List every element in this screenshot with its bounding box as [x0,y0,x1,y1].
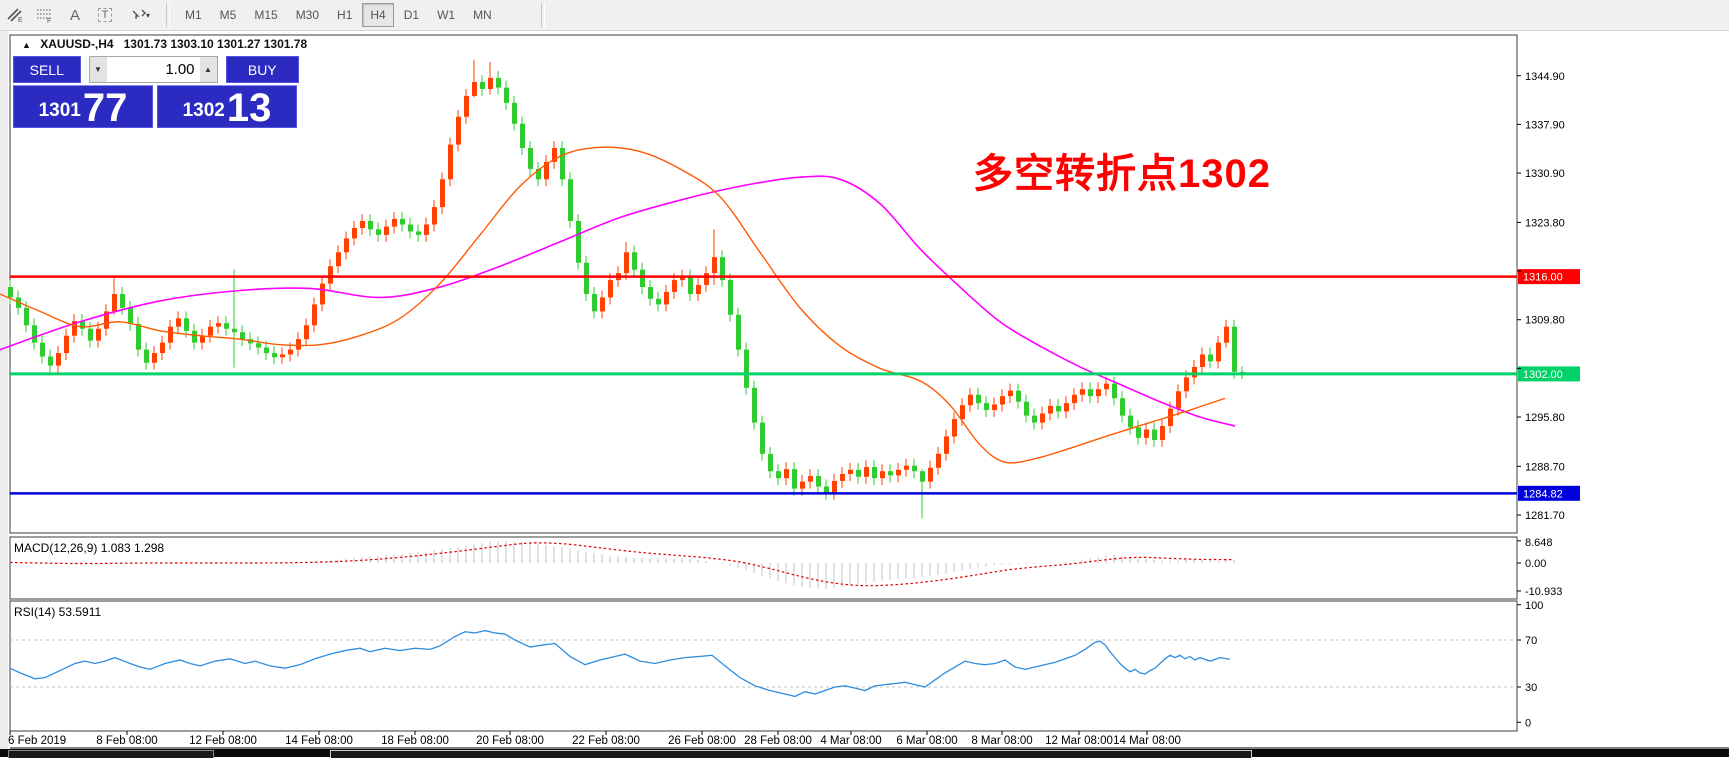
svg-text:E: E [18,17,23,23]
timeframe-button-m15[interactable]: M15 [254,8,278,22]
rsi-level-lines [10,639,1517,688]
panel-border [9,536,1518,600]
svg-text:1302.00: 1302.00 [1523,369,1563,381]
timeframe-button-d1[interactable]: D1 [403,8,420,22]
svg-text:22 Feb 08:00: 22 Feb 08:00 [572,735,640,747]
svg-text:1281.70: 1281.70 [1525,510,1565,522]
time-axis: 6 Feb 2019 8 Feb 08:00 12 Feb 08:00 14 Feb … [8,731,1181,747]
svg-text:0: 0 [1525,717,1531,729]
sell-button[interactable]: SELL [13,56,81,83]
svg-text:1295.80: 1295.80 [1525,412,1565,424]
timeframe-button-m1[interactable]: M1 [185,8,202,22]
candlesticks[interactable] [8,59,1245,519]
svg-text:18 Feb 08:00: 18 Feb 08:00 [381,735,449,747]
svg-text:8.648: 8.648 [1525,537,1553,549]
svg-text:100: 100 [1525,600,1543,612]
buy-price-big: 13 [226,86,272,130]
text-tool-icon[interactable]: A [69,6,80,24]
arrows-tool-icon[interactable]: ▾ [122,3,158,27]
chart-tab[interactable] [330,750,1252,758]
text-label-tool-icon[interactable]: T [92,3,118,27]
svg-text:6 Feb 2019: 6 Feb 2019 [8,735,66,747]
svg-text:26 Feb 08:00: 26 Feb 08:00 [668,735,736,747]
timeframe-button-group: M1 M5 M15 M30 H1 H4 D1 W1 MN [176,3,501,27]
svg-text:F: F [47,18,51,23]
svg-text:8 Mar 08:00: 8 Mar 08:00 [971,735,1032,747]
svg-text:8 Feb 08:00: 8 Feb 08:00 [96,735,157,747]
ma-fast-line [0,146,1226,464]
volume-stepper: ▼ ▲ [88,56,218,83]
one-click-trade-panel: SELL ▼ ▲ BUY 1301 77 1302 13 [13,56,299,128]
svg-text:30: 30 [1525,682,1537,694]
svg-text:70: 70 [1525,635,1537,647]
svg-text:1288.70: 1288.70 [1525,461,1565,473]
fibonacci-tool-icon[interactable]: F [32,3,58,27]
bottom-tab-strip [0,749,1729,758]
timeframe-button-h4[interactable]: H4 [362,3,394,27]
svg-text:0.00: 0.00 [1525,558,1546,570]
rsi-label: RSI(14) 53.5911 [14,605,102,619]
symbol-ohlc: 1301.73 1303.10 1301.27 1301.78 [123,37,308,51]
sell-price-big: 77 [82,86,128,130]
volume-decrease-button[interactable]: ▼ [89,57,107,82]
price-tag [1518,485,1580,501]
svg-text:6 Mar 08:00: 6 Mar 08:00 [896,735,957,747]
buy-button[interactable]: BUY [225,56,299,83]
chart-annotation-text: 多空转折点1302 [973,152,1271,196]
svg-text:4 Mar 08:00: 4 Mar 08:00 [820,735,881,747]
price-tag [1518,269,1580,285]
svg-text:28 Feb 08:00: 28 Feb 08:00 [744,735,812,747]
panel-border [9,600,1518,732]
toolbar-separator [540,3,545,27]
svg-text:12 Mar 08:00: 12 Mar 08:00 [1045,735,1113,747]
timeframe-button-m5[interactable]: M5 [219,8,237,22]
sell-price-main: 1301 [38,100,81,121]
chart-window[interactable] [8,31,1729,757]
svg-text:12 Feb 08:00: 12 Feb 08:00 [189,735,257,747]
svg-text:1323.80: 1323.80 [1525,217,1565,229]
sell-price-display[interactable]: 1301 77 [13,85,153,128]
price-axis: 1344.90 1337.90 1330.90 1323.80 1309.80 1295.… [1517,71,1565,522]
timeframe-button-m30[interactable]: M30 [295,8,320,22]
toolbar-separator [166,3,170,27]
timeframe-button-w1[interactable]: W1 [437,8,456,22]
buy-price-display[interactable]: 1302 13 [157,85,297,128]
macd-indicator: 8.648 0.00 -10.933 [9,537,1562,598]
symbol-name: XAUUSD-,H4 [40,37,114,51]
top-toolbar: E F A T ▾ M1 M5 M15 M30 H1 H4 D1 W1 MN [0,0,1729,31]
svg-text:1344.90: 1344.90 [1525,71,1565,83]
macd-label: MACD(12,26,9) 1.083 1.298 [14,541,165,555]
svg-text:1316.00: 1316.00 [1523,272,1563,284]
collapse-icon[interactable]: ▲ [22,40,31,50]
channel-tool-icon[interactable]: E [2,3,28,27]
svg-text:1337.90: 1337.90 [1525,119,1565,131]
price-tag [1518,366,1580,382]
svg-text:1309.80: 1309.80 [1525,315,1565,327]
timeframe-button-h1[interactable]: H1 [337,8,353,22]
svg-text:-10.933: -10.933 [1525,586,1562,598]
ma-slow-line [0,175,1236,427]
horizontal-level-lines[interactable]: 1316.00 1302.00 1284.82 [10,269,1580,501]
svg-text:20 Feb 08:00: 20 Feb 08:00 [476,735,544,747]
volume-increase-button[interactable]: ▲ [199,57,217,82]
svg-text:14 Mar 08:00: 14 Mar 08:00 [1113,735,1181,747]
volume-input[interactable] [106,57,200,82]
symbol-header: ▲ XAUUSD-,H4 1301.73 1303.10 1301.27 130… [22,37,307,51]
timeframe-button-mn[interactable]: MN [473,8,492,22]
rsi-indicator: 100 70 30 0 [9,600,1543,729]
chart-tab[interactable] [8,750,214,758]
svg-text:14 Feb 08:00: 14 Feb 08:00 [285,735,353,747]
buy-price-main: 1302 [182,100,225,121]
svg-text:1330.90: 1330.90 [1525,168,1565,180]
svg-text:1284.82: 1284.82 [1523,488,1563,500]
